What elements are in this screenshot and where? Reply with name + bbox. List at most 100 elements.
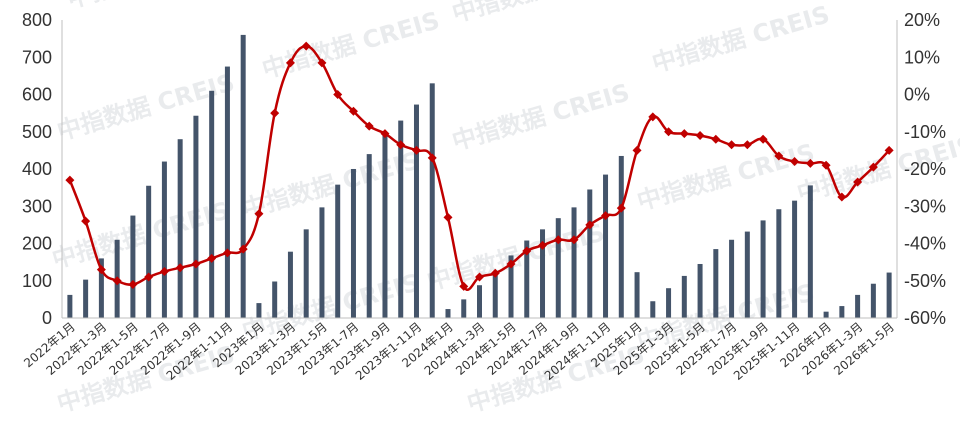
line-point	[270, 108, 280, 118]
bar	[67, 294, 73, 318]
bar	[350, 169, 356, 318]
watermark-text: 中指数据 CREIS	[634, 138, 818, 215]
line-point	[758, 134, 768, 144]
bar	[83, 279, 89, 318]
line-point	[805, 158, 815, 168]
bar	[209, 90, 215, 318]
line-point	[222, 248, 232, 258]
bar	[760, 220, 766, 318]
line-point	[884, 145, 894, 155]
bar	[303, 229, 309, 318]
bar	[224, 66, 230, 318]
line-point	[506, 259, 516, 269]
right-tick-label: -40%	[904, 234, 946, 254]
line-point	[65, 175, 75, 185]
line-point	[632, 145, 642, 155]
bar	[477, 285, 482, 318]
line-point	[742, 140, 752, 150]
line-point	[317, 58, 327, 68]
line-point	[364, 121, 374, 131]
left-tick-label: 0	[42, 308, 52, 328]
line-point	[790, 157, 800, 167]
line-point	[207, 253, 217, 263]
line-point	[175, 263, 185, 273]
line-point	[490, 268, 500, 278]
bar	[146, 185, 152, 318]
line-point	[301, 41, 311, 51]
bar	[540, 229, 546, 318]
watermark-text: 中指数据 CREIS	[449, 0, 633, 28]
line-point	[380, 129, 390, 139]
line-point	[159, 266, 169, 276]
bar	[287, 251, 293, 318]
right-tick-label: -50%	[904, 271, 946, 291]
right-tick-label: 20%	[904, 10, 940, 30]
bar	[98, 258, 104, 318]
line-point	[396, 140, 406, 150]
bar	[508, 255, 514, 318]
line-point	[522, 246, 532, 256]
bar	[634, 272, 640, 318]
bar	[555, 218, 561, 318]
left-tick-label: 800	[22, 10, 52, 30]
bar	[366, 154, 372, 318]
bar	[461, 299, 467, 319]
line-point	[254, 209, 264, 219]
axes	[61, 20, 898, 319]
left-tick-label: 400	[22, 159, 52, 179]
line-point	[538, 240, 548, 250]
right-tick-label: -20%	[904, 159, 946, 179]
line-point	[585, 220, 595, 230]
bar	[744, 231, 750, 318]
line-series	[65, 41, 894, 291]
line-point	[821, 160, 831, 170]
bar	[240, 34, 246, 319]
line-point	[616, 203, 626, 213]
bar	[697, 263, 703, 318]
watermark-text: 中指数据 CREIS	[64, 0, 248, 14]
line-point	[648, 112, 658, 122]
bar	[130, 215, 136, 318]
line-point	[348, 106, 358, 116]
bar	[571, 207, 577, 318]
line-point	[695, 130, 705, 140]
line-point	[427, 153, 437, 163]
bar	[666, 288, 672, 318]
bar	[839, 306, 845, 318]
line-point	[475, 272, 484, 282]
left-tick-label: 100	[22, 271, 52, 291]
line-point	[868, 162, 878, 172]
bar	[429, 83, 435, 318]
line-point	[727, 140, 737, 150]
bar	[776, 209, 782, 318]
bar	[603, 174, 609, 318]
bar	[870, 283, 876, 318]
line-point	[191, 259, 201, 269]
bar	[382, 134, 388, 318]
line-point	[601, 211, 611, 221]
line-point	[679, 129, 689, 139]
line-point	[664, 127, 674, 137]
line-point	[112, 276, 122, 286]
bar	[335, 184, 341, 318]
line-point	[711, 134, 721, 144]
bar	[256, 303, 262, 318]
bar	[855, 294, 861, 318]
line-point	[459, 281, 469, 291]
watermark-text: 中指数据 CREIS	[449, 78, 633, 155]
line-point	[853, 177, 863, 187]
left-tick-label: 600	[22, 85, 52, 105]
bar	[398, 120, 404, 318]
bar	[618, 155, 624, 318]
bar	[524, 240, 530, 318]
bar	[650, 301, 656, 318]
line-point	[128, 279, 138, 289]
watermark-text: 中指数据 CREIS	[239, 268, 423, 345]
bar	[492, 273, 498, 318]
line-point	[238, 244, 248, 254]
line-point	[774, 151, 784, 161]
left-tick-label: 300	[22, 196, 52, 216]
left-tick-label: 500	[22, 122, 52, 142]
line-point	[837, 192, 847, 202]
right-tick-label: -10%	[904, 122, 946, 142]
